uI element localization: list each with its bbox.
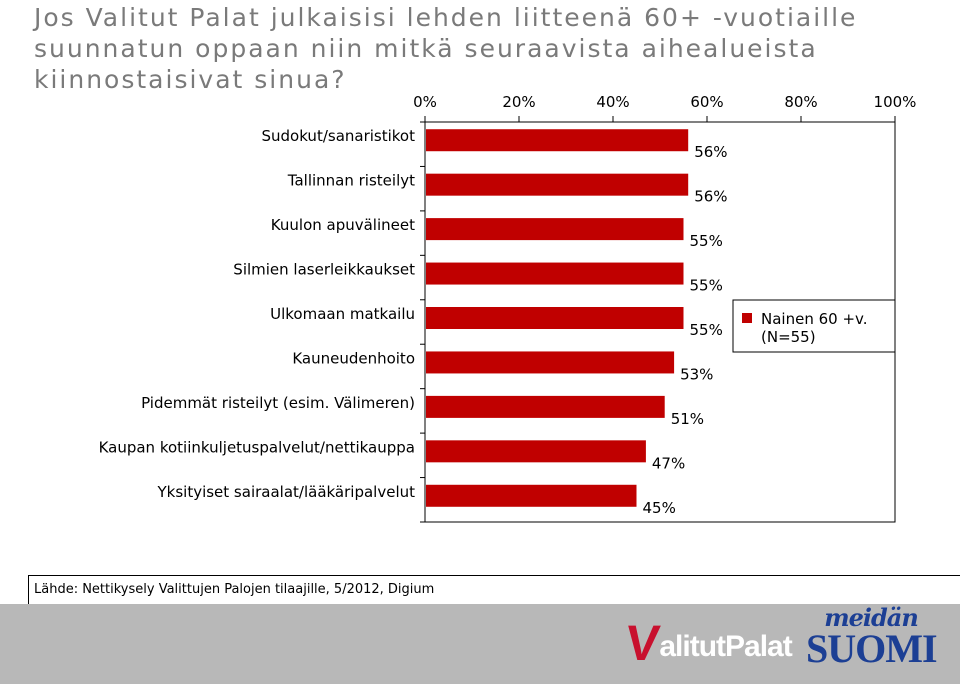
chart-title-line-1: Jos Valitut Palat julkaisisi lehden liit… <box>34 3 858 32</box>
valitut-palat-logo-v: V <box>623 615 663 671</box>
bar <box>426 129 689 152</box>
category-label: Ulkomaan matkailu <box>270 305 415 323</box>
data-label: 56% <box>694 188 727 206</box>
data-label: 51% <box>671 410 704 428</box>
data-label: 56% <box>694 143 727 161</box>
x-tick-label: 20% <box>502 93 535 111</box>
meidan-suomi-logo: meidän SUOMI <box>806 603 938 671</box>
valitut-palat-logo-text: alitutPalat <box>659 630 792 663</box>
meidan-suomi-logo-big: SUOMI <box>806 626 938 671</box>
bar <box>426 395 665 418</box>
source-note: Lähde: Nettikysely Valittujen Palojen ti… <box>34 582 435 597</box>
chart-title: Jos Valitut Palat julkaisisi lehden liit… <box>34 2 914 95</box>
legend-label-line-2: (N=55) <box>761 328 816 346</box>
bar <box>426 351 675 374</box>
bar <box>426 173 689 196</box>
meidan-suomi-logo-small: meidän <box>824 603 919 632</box>
data-label: 55% <box>690 321 723 339</box>
chart-title-line-2: suunnatun oppaan niin mitkä seuraavista … <box>34 34 818 63</box>
data-label: 45% <box>643 499 676 517</box>
x-tick-label: 100% <box>874 93 917 111</box>
category-label: Sudokut/sanaristikot <box>261 127 415 145</box>
x-tick-label: 40% <box>596 93 629 111</box>
data-label: 55% <box>690 232 723 250</box>
bar <box>426 484 637 507</box>
x-tick-label: 60% <box>690 93 723 111</box>
bar <box>426 262 684 285</box>
category-label: Kaupan kotiinkuljetuspalvelut/nettikaupp… <box>99 438 415 456</box>
x-tick-label: 0% <box>413 93 437 111</box>
category-label: Kuulon apuvälineet <box>271 216 415 234</box>
footer-bar <box>0 604 960 684</box>
bar <box>426 218 684 241</box>
data-label: 55% <box>690 277 723 295</box>
category-label: Tallinnan risteilyt <box>287 172 415 190</box>
data-label: 47% <box>652 454 685 472</box>
x-tick-label: 80% <box>784 93 817 111</box>
category-label: Kauneudenhoito <box>292 349 415 367</box>
bar <box>426 307 684 329</box>
bar <box>426 440 646 463</box>
chart-title-line-3: kiinnostaisivat sinua? <box>34 65 347 94</box>
legend-label-line-1: Nainen 60 +v. <box>761 310 868 328</box>
category-label: Pidemmät risteilyt (esim. Välimeren) <box>141 394 415 412</box>
valitut-palat-logo: ValitutPalat <box>623 615 793 671</box>
legend-box <box>732 299 896 353</box>
category-label: Silmien laserleikkaukset <box>233 261 415 279</box>
legend-swatch <box>742 313 752 323</box>
data-label: 53% <box>680 365 713 383</box>
bar-chart: 0% 20% 40% 60% 80% 100% Sudokut/sanaristikot 56… <box>99 93 917 523</box>
source-box <box>28 575 960 606</box>
category-label: Yksityiset sairaalat/lääkäripalvelut <box>156 483 415 501</box>
